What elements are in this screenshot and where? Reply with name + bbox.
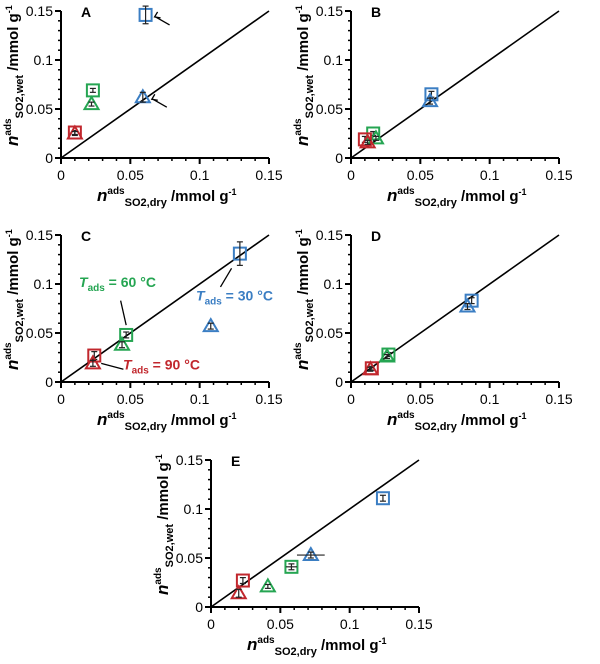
point-60C-triangle bbox=[367, 129, 385, 145]
point-90C-triangle bbox=[84, 354, 102, 370]
y-tick-label: 0.05 bbox=[316, 101, 343, 117]
y-tick-label: 0.1 bbox=[184, 501, 204, 517]
y-tick-label: 0.05 bbox=[26, 325, 53, 341]
point-60C-square bbox=[119, 327, 134, 342]
point-90C-square bbox=[235, 573, 250, 588]
x-tick-label: 0 bbox=[347, 391, 355, 407]
x-tick-label: 0 bbox=[57, 167, 65, 183]
point-60C-triangle bbox=[82, 95, 101, 111]
point-60C-square bbox=[284, 559, 299, 574]
y-tick-label: 0 bbox=[335, 374, 343, 390]
y-axis-label: nadsSO2,wet /mmol g-1 bbox=[3, 229, 26, 370]
x-tick-label: 0 bbox=[207, 616, 215, 632]
x-tick-label: 0.1 bbox=[340, 616, 360, 632]
y-axis-label: nadsSO2,wet /mmol g-1 bbox=[153, 454, 176, 595]
point-30C-square bbox=[232, 241, 247, 266]
x-tick-label: 0.1 bbox=[190, 167, 210, 183]
point-90C-triangle bbox=[361, 360, 380, 376]
x-tick-label: 0.1 bbox=[480, 391, 500, 407]
annotation-30C: Tads = 30 °C bbox=[196, 288, 273, 308]
x-tick-label: 0.05 bbox=[117, 167, 144, 183]
point-90C-triangle bbox=[229, 584, 248, 600]
y-tick-label: 0.15 bbox=[26, 3, 53, 19]
y-tick-label: 0 bbox=[45, 150, 53, 166]
point-60C-square bbox=[85, 83, 100, 98]
parity-line bbox=[350, 234, 560, 383]
y-axis-label: nadsSO2,wet /mmol g-1 bbox=[3, 5, 26, 146]
y-tick-label: 0.15 bbox=[26, 227, 53, 243]
point-90C-triangle bbox=[358, 133, 377, 149]
y-axis-label: nadsSO2,wet /mmol g-1 bbox=[293, 229, 316, 370]
y-tick-label: 0.15 bbox=[176, 452, 203, 468]
panel-label: E bbox=[231, 453, 240, 469]
y-tick-label: 0.1 bbox=[34, 52, 54, 68]
x-tick-label: 0.15 bbox=[405, 616, 432, 632]
x-tick-label: 0.15 bbox=[545, 167, 572, 183]
point-30C-triangle bbox=[296, 546, 325, 562]
x-tick-label: 0.05 bbox=[117, 391, 144, 407]
x-axis-label: nadsSO2,dry /mmol g-1 bbox=[387, 410, 527, 433]
parity-line bbox=[350, 10, 560, 159]
arrow-icon bbox=[219, 267, 233, 288]
point-60C-triangle bbox=[378, 347, 396, 363]
arrow-icon bbox=[155, 16, 170, 26]
annotation-60C: Tads = 60 °C bbox=[79, 274, 156, 294]
x-axis-label: nadsSO2,dry /mmol g-1 bbox=[247, 635, 387, 658]
y-axis-label: nadsSO2,wet /mmol g-1 bbox=[293, 5, 316, 146]
panel-label: D bbox=[371, 228, 381, 244]
x-tick-label: 0 bbox=[347, 167, 355, 183]
point-30C-triangle bbox=[458, 297, 477, 313]
x-tick-label: 0.05 bbox=[407, 391, 434, 407]
x-tick-label: 0.05 bbox=[407, 167, 434, 183]
arrow-icon bbox=[101, 362, 124, 370]
x-tick-label: 0.15 bbox=[255, 167, 282, 183]
y-tick-label: 0.15 bbox=[316, 227, 343, 243]
y-tick-label: 0.05 bbox=[316, 325, 343, 341]
y-tick-label: 0.1 bbox=[324, 52, 344, 68]
y-tick-label: 0.1 bbox=[34, 276, 54, 292]
point-90C-triangle bbox=[66, 124, 84, 140]
x-tick-label: 0.1 bbox=[190, 391, 210, 407]
point-30C-triangle bbox=[202, 317, 220, 333]
y-tick-label: 0 bbox=[45, 374, 53, 390]
x-tick-label: 0.1 bbox=[480, 167, 500, 183]
arrow-icon bbox=[119, 300, 127, 326]
parity-line bbox=[60, 10, 270, 159]
point-30C-triangle bbox=[134, 88, 152, 104]
y-tick-label: 0 bbox=[195, 599, 203, 615]
point-30C-square bbox=[138, 5, 153, 25]
x-axis-label: nadsSO2,dry /mmol g-1 bbox=[97, 186, 237, 209]
point-60C-triangle bbox=[259, 577, 277, 593]
point-30C-triangle bbox=[421, 92, 439, 108]
x-axis-label: nadsSO2,dry /mmol g-1 bbox=[97, 410, 237, 433]
x-tick-label: 0.05 bbox=[267, 616, 294, 632]
annotation-90C: Tads = 90 °C bbox=[123, 356, 200, 376]
parity-line bbox=[210, 459, 420, 608]
y-tick-label: 0 bbox=[335, 150, 343, 166]
point-30C-square bbox=[375, 491, 390, 506]
y-tick-label: 0.05 bbox=[26, 101, 53, 117]
panel-label: A bbox=[81, 4, 91, 20]
panel-label: C bbox=[81, 228, 91, 244]
y-tick-label: 0.1 bbox=[324, 276, 344, 292]
y-tick-label: 0.05 bbox=[176, 550, 203, 566]
arrow-icon bbox=[152, 98, 168, 108]
x-tick-label: 0.15 bbox=[545, 391, 572, 407]
y-tick-label: 0.15 bbox=[316, 3, 343, 19]
x-tick-label: 0 bbox=[57, 391, 65, 407]
x-axis-label: nadsSO2,dry /mmol g-1 bbox=[387, 186, 527, 209]
panel-label: B bbox=[371, 4, 381, 20]
x-tick-label: 0.15 bbox=[255, 391, 282, 407]
point-60C-triangle bbox=[113, 335, 131, 351]
